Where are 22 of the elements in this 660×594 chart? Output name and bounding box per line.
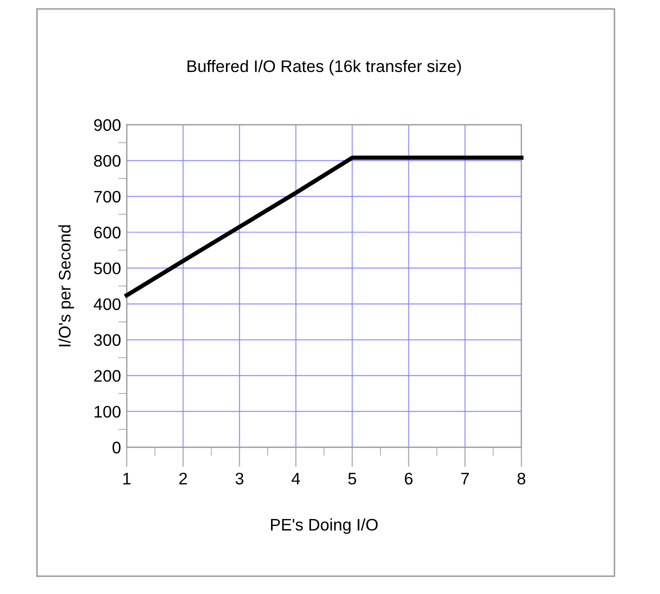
chart-title: Buffered I/O Rates (16k transfer size) <box>188 60 461 76</box>
x-tick-label: 3 <box>235 472 244 485</box>
x-tick-label: 6 <box>404 472 413 485</box>
x-tick-label: 5 <box>348 472 356 485</box>
y-tick-label: 800 <box>94 154 121 167</box>
line-series <box>124 156 524 298</box>
y-tick-label: 900 <box>94 119 121 131</box>
y-tick-label: 500 <box>94 262 121 274</box>
y-tick-label: 100 <box>94 406 121 418</box>
x-tick-label: 4 <box>292 472 300 484</box>
x-tick-label: 2 <box>179 472 187 484</box>
x-tick-label: 7 <box>461 472 469 484</box>
y-tick-label: 700 <box>94 190 121 203</box>
y-tick-label: 600 <box>94 226 121 238</box>
x-tick-label: 8 <box>517 472 526 485</box>
x-tick-label: 1 <box>123 472 131 484</box>
y-tick-label: 400 <box>94 298 121 310</box>
y-tick-label: 200 <box>94 370 121 382</box>
y-tick-label: 300 <box>94 334 121 346</box>
x-axis-title: PE's Doing I/O <box>271 518 378 534</box>
y-tick-label: 0 <box>112 442 121 454</box>
y-axis-title: I/O's per Second <box>58 225 74 346</box>
